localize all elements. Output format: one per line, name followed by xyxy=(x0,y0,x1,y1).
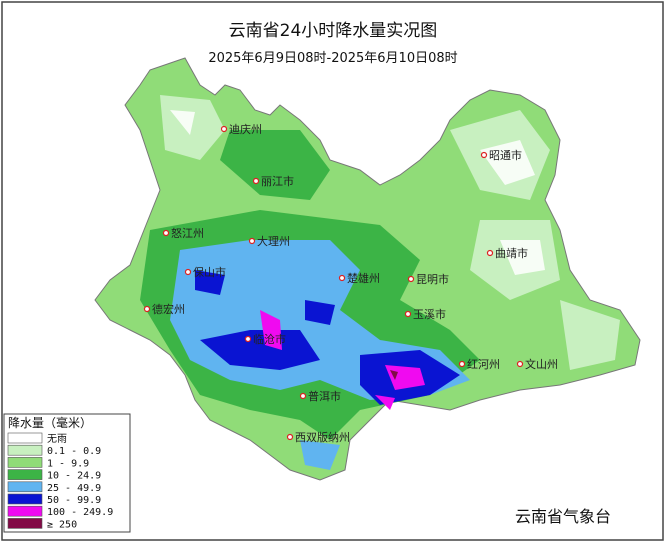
legend-swatch xyxy=(7,457,43,468)
city-label: 临沧市 xyxy=(253,332,286,346)
legend-label: 0.1 - 0.9 xyxy=(47,446,101,457)
legend-label: 10 - 24.9 xyxy=(47,471,101,482)
legend-label: 50 - 99.9 xyxy=(47,495,101,506)
city-label: 丽江市 xyxy=(261,174,294,188)
province-map xyxy=(94,57,641,481)
legend-label: ≥ 250 xyxy=(47,519,77,530)
city-dot xyxy=(407,275,415,283)
legend-label: 1 - 9.9 xyxy=(47,458,89,469)
city-dot xyxy=(244,335,252,343)
city-dot xyxy=(162,229,170,237)
city-dot xyxy=(338,274,346,282)
legend-label: 25 - 49.9 xyxy=(47,483,101,494)
city-label: 保山市 xyxy=(193,265,226,279)
legend-title: 降水量（毫米） xyxy=(8,415,92,430)
city-label: 昭通市 xyxy=(489,148,522,162)
city-dot xyxy=(480,151,488,159)
city-label: 文山州 xyxy=(525,357,558,371)
city-label: 德宏州 xyxy=(152,302,185,316)
legend: 降水量（毫米） 无雨0.1 - 0.91 - 9.9 10 - 24.925 - … xyxy=(3,413,131,533)
city-label: 玉溪市 xyxy=(413,307,446,321)
city-dot xyxy=(220,125,228,133)
city-dot xyxy=(248,237,256,245)
city-label: 昆明市 xyxy=(416,272,449,286)
legend-label: 100 - 249.9 xyxy=(47,507,113,518)
legend-swatch xyxy=(7,432,43,444)
heavy-rain-area xyxy=(170,240,470,470)
city-dot xyxy=(458,360,466,368)
legend-swatch xyxy=(7,518,43,529)
legend-swatch xyxy=(7,505,43,517)
city-dot xyxy=(516,360,524,368)
legend-swatch xyxy=(7,493,43,505)
city-dot xyxy=(143,305,151,313)
legend-swatch xyxy=(7,481,43,493)
legend-label: 无雨 xyxy=(47,434,67,445)
city-label: 大理州 xyxy=(257,234,290,248)
legend-swatch xyxy=(7,469,43,480)
city-dot xyxy=(299,392,307,400)
cities: 迪庆州 丽江市 昭通市 怒江州 大理州 曲靖市 保山市 楚雄州 昆明市 德宏州 … xyxy=(143,122,558,444)
subtitle: 2025年6月9日08时-2025年6月10日08时 xyxy=(208,51,457,66)
legend-swatch xyxy=(7,444,43,456)
heavy-rainstorm-area xyxy=(260,310,425,410)
city-label: 普洱市 xyxy=(308,389,341,403)
city-dot xyxy=(252,177,260,185)
city-label: 楚雄州 xyxy=(347,271,380,285)
city-label: 西双版纳州 xyxy=(295,430,350,444)
title: 云南省24小时降水量实况图 xyxy=(229,21,438,41)
city-label: 怒江州 xyxy=(171,226,204,240)
city-dot xyxy=(184,268,192,276)
source: 云南省气象台 xyxy=(515,507,611,526)
city-label: 迪庆州 xyxy=(229,122,262,136)
city-label: 曲靖市 xyxy=(495,246,528,260)
city-dot xyxy=(286,433,294,441)
city-dot xyxy=(404,310,412,318)
city-dot xyxy=(486,249,494,257)
extreme-rainstorm-area xyxy=(390,370,398,380)
city-label: 红河州 xyxy=(467,358,500,371)
